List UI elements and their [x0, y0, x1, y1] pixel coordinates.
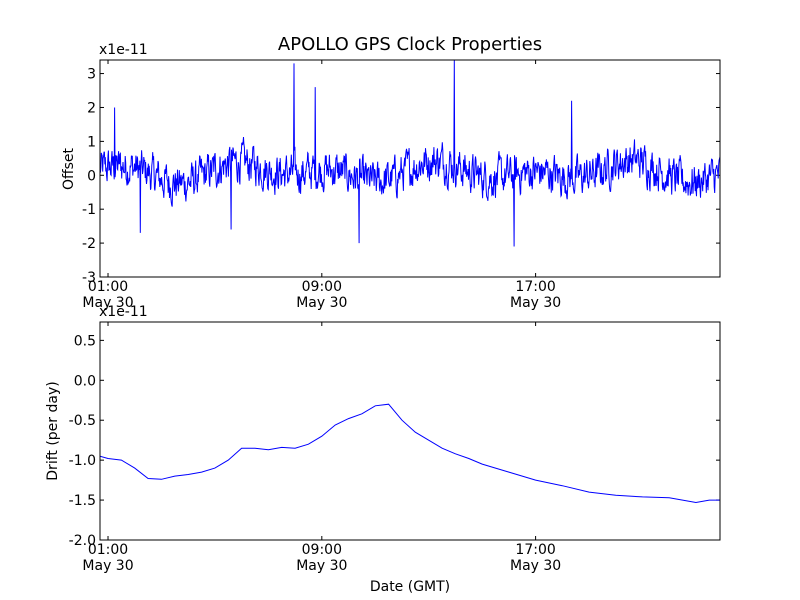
- offset-axes-frame: [99, 59, 721, 278]
- chart-title: APOLLO GPS Clock Properties: [278, 34, 542, 55]
- drift-y-multiplier: x1e-11: [99, 304, 148, 320]
- y-tick-label: -2: [82, 236, 96, 252]
- y-tick-label: 0.5: [74, 333, 96, 349]
- drift-plot-area: [100, 322, 720, 540]
- x-tick-label: 09:00: [302, 279, 342, 295]
- x-tick-label: 17:00: [515, 542, 555, 558]
- drift-x-label: Date (GMT): [370, 579, 450, 595]
- x-tick-label: 01:00: [88, 279, 128, 295]
- x-tick-label: 09:00: [302, 542, 342, 558]
- x-tick-date: May 30: [296, 558, 347, 574]
- x-tick-date: May 30: [510, 558, 561, 574]
- x-tick-label: 01:00: [88, 542, 128, 558]
- y-tick-label: 0: [87, 168, 96, 184]
- y-tick-label: -1.5: [69, 493, 96, 509]
- y-tick-label: -1: [82, 202, 96, 218]
- y-tick-label: 3: [87, 67, 96, 83]
- offset-y-multiplier: x1e-11: [99, 42, 148, 58]
- drift-series-line: [100, 403, 720, 504]
- x-tick-label: 17:00: [515, 279, 555, 295]
- x-tick-date: May 30: [82, 295, 133, 311]
- offset-series-line: [100, 60, 720, 247]
- y-tick-label: 0.0: [74, 373, 96, 389]
- offset-y-label: Offset: [61, 147, 77, 190]
- x-tick-date: May 30: [296, 295, 347, 311]
- y-tick-label: 1: [87, 134, 96, 150]
- y-tick-label: -0.5: [69, 413, 96, 429]
- y-tick-label: -1.0: [69, 453, 96, 469]
- y-tick-label: 2: [87, 100, 96, 116]
- drift-y-label: Drift (per day): [45, 381, 61, 480]
- x-tick-date: May 30: [82, 558, 133, 574]
- y-tick-label: -3: [82, 270, 96, 286]
- drift-axes-frame: [99, 321, 721, 541]
- x-tick-date: May 30: [510, 295, 561, 311]
- y-tick-label: -2.0: [69, 533, 96, 549]
